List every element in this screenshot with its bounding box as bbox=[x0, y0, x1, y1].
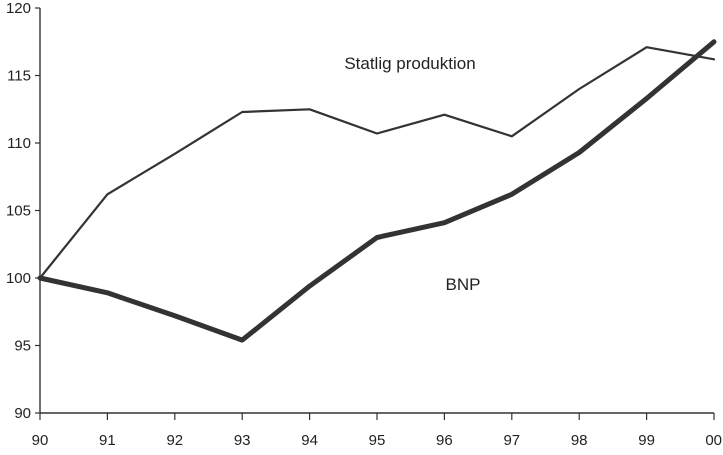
x-tick-label: 94 bbox=[301, 432, 318, 449]
x-tick-label: 91 bbox=[99, 432, 116, 449]
chart-ticks: 90 95 100 105 110 115 120 90 91 92 93 94 95 96 97 98 99 0… bbox=[6, 0, 722, 449]
series-label-statlig-produktion: Statlig produktion bbox=[344, 54, 475, 73]
chart-series bbox=[37, 39, 717, 343]
x-tick-label: 90 bbox=[32, 432, 49, 449]
series-line-bnp bbox=[37, 39, 717, 343]
y-tick-label: 120 bbox=[6, 0, 31, 17]
x-tick-label: 00 bbox=[705, 432, 722, 449]
x-tick-label: 95 bbox=[369, 432, 386, 449]
y-tick-label: 95 bbox=[14, 338, 31, 355]
y-tick-label: 105 bbox=[6, 203, 31, 220]
series-label-bnp: BNP bbox=[446, 275, 481, 294]
y-tick-label: 100 bbox=[6, 270, 31, 287]
x-tick-label: 97 bbox=[503, 432, 520, 449]
x-tick-label: 92 bbox=[166, 432, 183, 449]
series-line-statlig-produktion bbox=[38, 46, 716, 280]
y-tick-label: 90 bbox=[14, 405, 31, 422]
x-tick-label: 93 bbox=[234, 432, 251, 449]
y-tick-label: 115 bbox=[7, 68, 31, 85]
chart-series-labels: Statlig produktion BNP bbox=[344, 54, 480, 294]
y-tick-label: 110 bbox=[7, 135, 31, 152]
x-tick-label: 99 bbox=[638, 432, 655, 449]
x-tick-label: 96 bbox=[436, 432, 453, 449]
x-tick-label: 98 bbox=[571, 432, 588, 449]
